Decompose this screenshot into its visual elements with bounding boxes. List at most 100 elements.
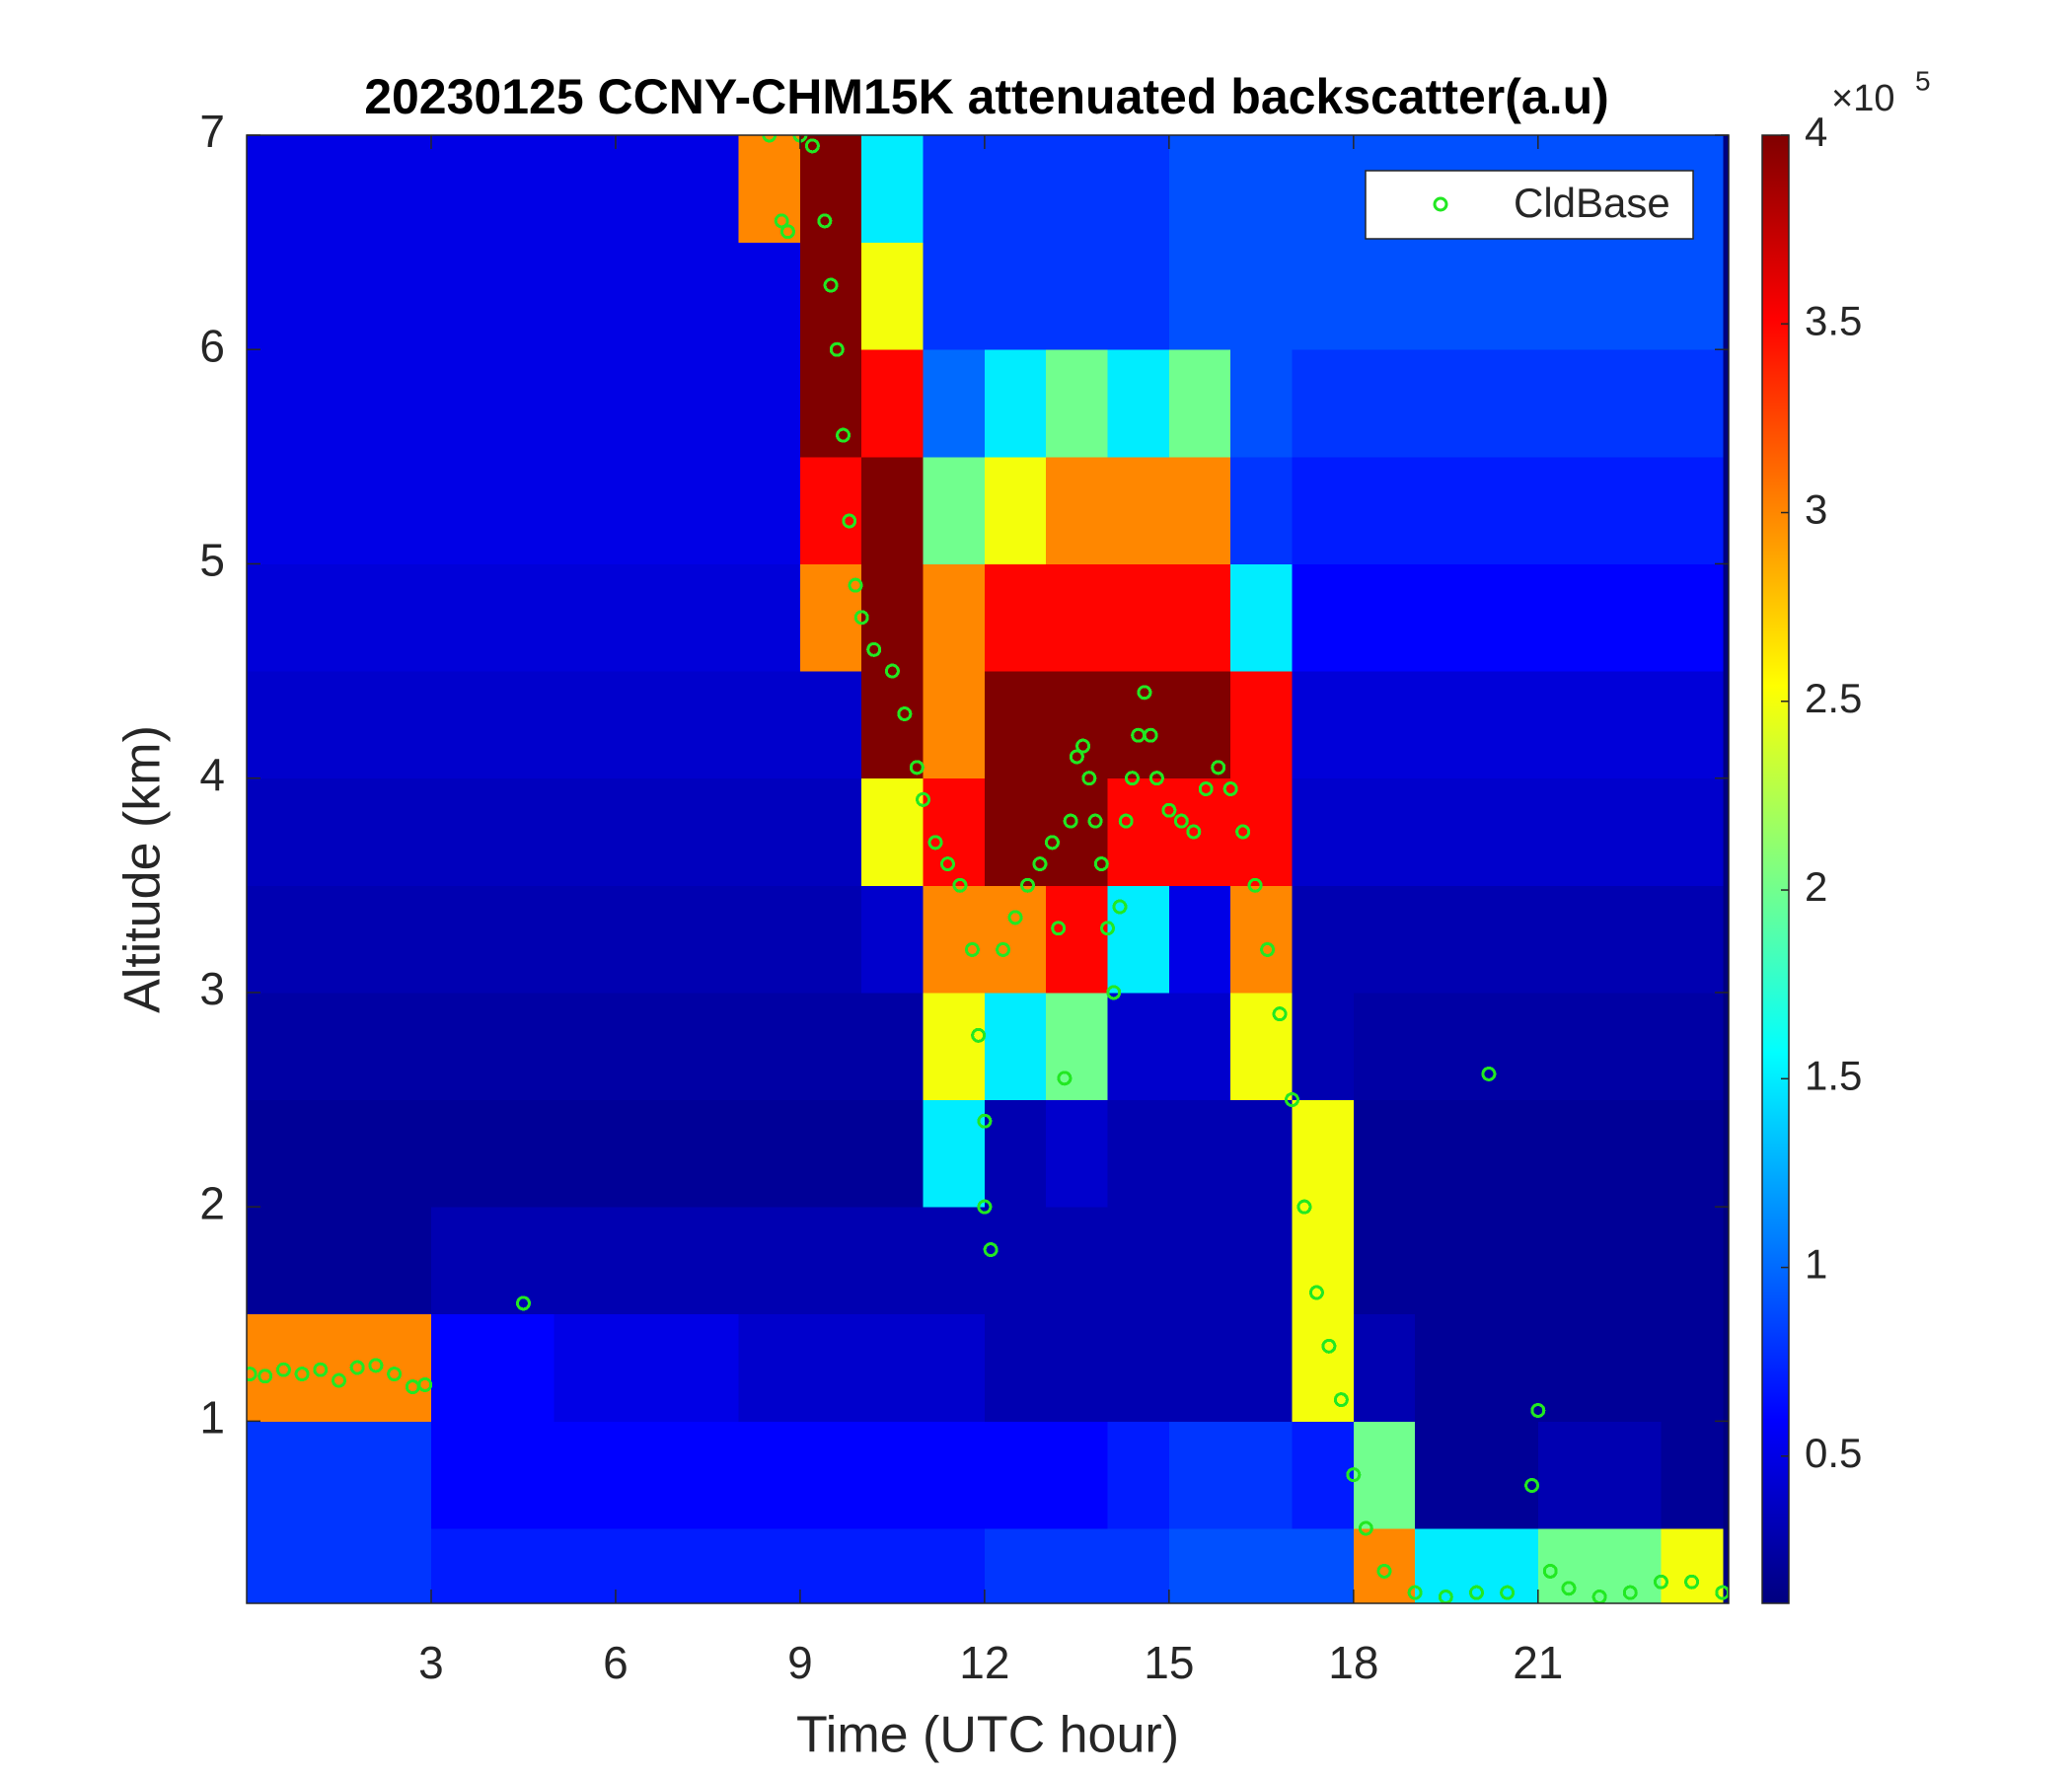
heatmap-cell: [1599, 1207, 1662, 1315]
heatmap-cell: [1046, 992, 1109, 1101]
heatmap-cell: [923, 1421, 986, 1529]
heatmap-cell: [1661, 1207, 1724, 1315]
heatmap-cell: [984, 1207, 1047, 1315]
heatmap-cell: [369, 563, 432, 672]
cldbase-point: [842, 513, 857, 529]
heatmap-cell: [1476, 1313, 1539, 1422]
heatmap-cell: [984, 1421, 1047, 1529]
heatmap-cell: [861, 563, 925, 672]
heatmap-cell: [1537, 1421, 1600, 1529]
colorbar: [1761, 134, 1790, 1604]
y-tick-label: 5: [199, 535, 225, 586]
heatmap-cell: [1353, 349, 1416, 458]
heatmap-cell: [738, 349, 801, 458]
heatmap-cell: [1230, 349, 1294, 458]
cldbase-point: [1542, 1563, 1558, 1579]
heatmap-cell: [492, 1099, 555, 1208]
colorbar-tick-label: 3: [1805, 486, 1827, 533]
heatmap-cell: [1599, 671, 1662, 779]
heatmap-cell: [369, 1313, 432, 1422]
y-tick-label: 2: [199, 1177, 225, 1228]
heatmap-cell: [1107, 1207, 1170, 1315]
cldbase-point: [1530, 1402, 1546, 1418]
cldbase-point: [823, 277, 839, 293]
heatmap-cell: [1292, 563, 1355, 672]
colorbar-tick-label: 3.5: [1805, 297, 1862, 343]
heatmap-cell: [1168, 349, 1231, 458]
heatmap-cell: [1230, 135, 1294, 244]
heatmap-cell: [1046, 885, 1109, 994]
heatmap-cell: [308, 135, 371, 244]
heatmap-cell: [554, 885, 617, 994]
heatmap-cell: [615, 563, 678, 672]
heatmap-cell: [1476, 1421, 1539, 1529]
heatmap-cell: [861, 671, 925, 779]
heatmap-cell: [1661, 349, 1724, 458]
heatmap-cell: [1476, 992, 1539, 1101]
heatmap-cell: [799, 885, 862, 994]
heatmap-cell: [1046, 135, 1109, 244]
heatmap-cell: [984, 242, 1047, 350]
heatmap-cell: [308, 1207, 371, 1315]
legend-marker: [1433, 196, 1448, 212]
cldbase-point: [1622, 1585, 1638, 1600]
heatmap-cell: [677, 885, 740, 994]
heatmap-cell: [247, 242, 309, 350]
heatmap-cell: [1107, 135, 1170, 244]
heatmap-cell: [923, 1527, 986, 1603]
heatmap-cell: [984, 349, 1047, 458]
cldbase-point: [1481, 1066, 1497, 1081]
heatmap-cell: [1046, 1313, 1109, 1422]
heatmap-cell: [1661, 1313, 1724, 1422]
heatmap-cell: [1476, 349, 1539, 458]
heatmap-cell: [1046, 349, 1109, 458]
heatmap-cell: [1599, 777, 1662, 886]
x-tick-label: 12: [959, 1637, 1009, 1688]
heatmap-cell: [1537, 456, 1600, 564]
heatmap-cell: [308, 777, 371, 886]
heatmap-cell: [861, 135, 925, 244]
heatmap-cell: [1415, 777, 1477, 886]
cldbase-point: [1148, 771, 1164, 786]
y-axis-label: Altitude (km): [114, 725, 172, 1013]
heatmap-cell: [1353, 777, 1416, 886]
heatmap-cell: [1476, 671, 1539, 779]
heatmap-cell: [1476, 456, 1539, 564]
heatmap-cell: [554, 1421, 617, 1529]
heatmap-cell: [615, 885, 678, 994]
cldbase-point: [1247, 877, 1263, 893]
heatmap-cell: [1107, 777, 1170, 886]
heatmap-cell: [1168, 1421, 1231, 1529]
heatmap-cell: [1415, 563, 1477, 672]
heatmap-cell: [1415, 456, 1477, 564]
heatmap-cell: [861, 242, 925, 350]
heatmap-cell: [1292, 1099, 1355, 1208]
heatmap-cell: [247, 885, 309, 994]
cldbase-point: [897, 706, 913, 722]
cldbase-point: [1358, 1520, 1373, 1536]
heatmap-cell: [1107, 992, 1170, 1101]
heatmap-cell: [861, 1421, 925, 1529]
heatmap-cell: [369, 1421, 432, 1529]
heatmap-cell: [1292, 349, 1355, 458]
heatmap-cell: [247, 1527, 309, 1603]
heatmap-cell: [615, 777, 678, 886]
legend-label: CldBase: [1514, 180, 1670, 226]
heatmap-cell: [615, 1207, 678, 1315]
x-tick-label: 9: [787, 1637, 813, 1688]
heatmap-cell: [247, 992, 309, 1101]
cldbase-point: [927, 835, 943, 851]
heatmap-cell: [492, 242, 555, 350]
heatmap-cell: [1537, 563, 1600, 672]
heatmap-cell: [799, 349, 862, 458]
heatmap-cell: [799, 777, 862, 886]
heatmap-cell: [1046, 242, 1109, 350]
heatmap-cell: [554, 242, 617, 350]
heatmap-cell: [1661, 992, 1724, 1101]
cldbase-point: [1032, 856, 1048, 872]
heatmap-cell: [1107, 1527, 1170, 1603]
heatmap-cell: [1107, 1099, 1170, 1208]
heatmap-cell: [677, 135, 740, 244]
heatmap-cell: [738, 777, 801, 886]
cldbase-point: [1069, 749, 1084, 765]
